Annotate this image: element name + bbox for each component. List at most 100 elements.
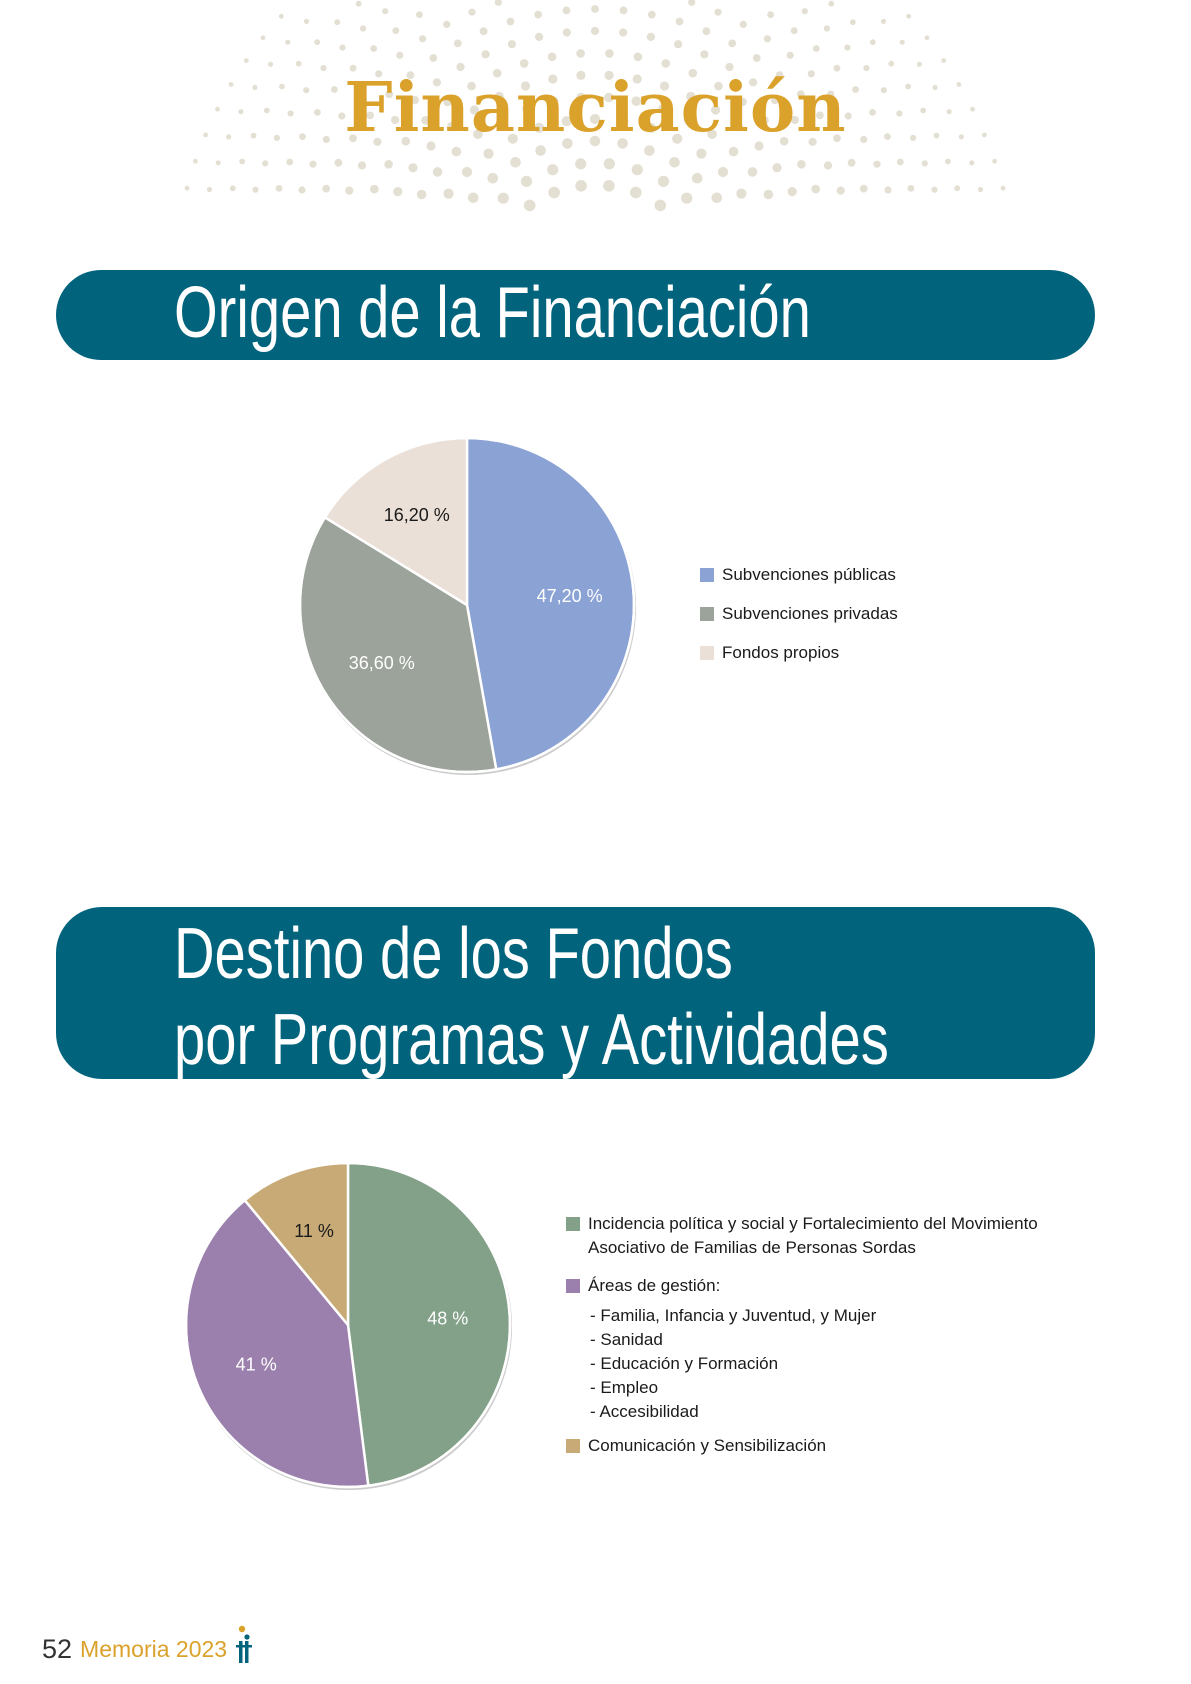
decorative-dot bbox=[675, 17, 684, 26]
decorative-dot bbox=[396, 51, 404, 59]
decorative-dot bbox=[631, 96, 642, 106]
decorative-dot bbox=[345, 186, 354, 195]
decorative-dot bbox=[884, 133, 891, 141]
decorative-dot bbox=[534, 122, 545, 133]
decorative-dot bbox=[659, 81, 670, 91]
legend-item-areas-gestion: Áreas de gestión: bbox=[566, 1274, 1096, 1298]
legend-swatch bbox=[700, 607, 714, 621]
decorative-dot bbox=[510, 157, 521, 168]
legend-swatch bbox=[700, 568, 714, 582]
legend-swatch bbox=[566, 1279, 580, 1293]
decorative-dot bbox=[688, 68, 698, 78]
decorative-dot bbox=[473, 129, 483, 139]
sublist-item: - Accesibilidad bbox=[590, 1402, 699, 1421]
decorative-dot bbox=[535, 32, 544, 42]
decorative-dot bbox=[479, 27, 488, 36]
decorative-dot bbox=[520, 175, 533, 187]
decorative-dot bbox=[469, 105, 479, 115]
decorative-dot bbox=[646, 32, 656, 42]
decorative-dot bbox=[203, 132, 209, 138]
sublist-item: - Familia, Infancia y Juventud, y Mujer bbox=[590, 1306, 877, 1325]
decorative-dot bbox=[752, 54, 761, 62]
decorative-dot bbox=[852, 86, 859, 93]
decorative-dot bbox=[461, 166, 473, 178]
decorative-dot bbox=[717, 166, 729, 178]
decorative-dot bbox=[880, 18, 887, 24]
decorative-dot bbox=[303, 18, 310, 24]
decorative-dot bbox=[331, 86, 338, 93]
decorative-dot bbox=[906, 13, 912, 19]
decorative-dot bbox=[268, 61, 274, 67]
decorative-dot bbox=[591, 5, 599, 13]
decorative-dot bbox=[576, 70, 586, 80]
decorative-dot bbox=[688, 0, 696, 6]
decorative-dot bbox=[808, 137, 817, 146]
decorative-dot bbox=[481, 50, 490, 59]
decorative-dot bbox=[787, 187, 797, 197]
decorative-dot bbox=[215, 106, 220, 112]
decorative-dot bbox=[226, 134, 232, 140]
sublist-item: - Empleo bbox=[590, 1378, 659, 1397]
decorative-dot bbox=[535, 145, 546, 156]
decorative-dot bbox=[992, 158, 997, 164]
decorative-dot bbox=[969, 160, 975, 166]
decorative-dot-pattern bbox=[184, 0, 1006, 212]
decorative-dot bbox=[944, 158, 951, 165]
decorative-dot bbox=[905, 83, 911, 90]
decorative-dot bbox=[548, 74, 558, 84]
decorative-dot bbox=[907, 185, 915, 192]
decorative-dot bbox=[279, 83, 285, 90]
decorative-dot bbox=[467, 192, 479, 204]
decorative-dot bbox=[314, 39, 321, 46]
decorative-dot bbox=[506, 17, 515, 26]
decorative-dot bbox=[273, 134, 280, 141]
decorative-dot bbox=[229, 185, 236, 192]
decorative-dot bbox=[548, 186, 560, 199]
decorative-dot bbox=[711, 105, 721, 115]
decorative-dot bbox=[562, 28, 572, 37]
decorative-dot bbox=[738, 97, 747, 107]
organization-logo-icon bbox=[236, 1625, 253, 1663]
decorative-dot bbox=[286, 158, 294, 166]
decorative-dot bbox=[844, 44, 851, 51]
decorative-dot bbox=[406, 71, 415, 79]
legend-label: Fondos propios bbox=[722, 643, 840, 662]
legend-item-comunicacion: Comunicación y Sensibilización bbox=[566, 1434, 1096, 1458]
pie-outline bbox=[184, 1161, 512, 1489]
decorative-dot bbox=[375, 70, 383, 78]
sublist-item: - Educación y Formación bbox=[590, 1354, 779, 1373]
publication-label: Memoria 2023 bbox=[80, 1636, 228, 1662]
decorative-dot bbox=[654, 199, 667, 212]
decorative-dot bbox=[522, 103, 532, 114]
decorative-dot bbox=[672, 133, 683, 144]
page-title: Financiación bbox=[344, 68, 847, 148]
decorative-dot bbox=[416, 11, 423, 19]
legend-swatch bbox=[700, 646, 714, 660]
decorative-dot bbox=[770, 96, 780, 105]
decorative-dot bbox=[575, 180, 587, 192]
decorative-dot bbox=[958, 134, 964, 140]
page-footer: 52 Memoria 2023 bbox=[42, 1625, 253, 1665]
decorative-dot bbox=[796, 90, 805, 99]
decorative-dot bbox=[467, 81, 476, 91]
decorative-dot bbox=[215, 160, 221, 166]
decorative-dot bbox=[419, 35, 427, 43]
decorative-dot bbox=[487, 172, 499, 184]
decorative-dot bbox=[849, 19, 856, 26]
decorative-dot bbox=[370, 184, 379, 194]
decorative-dot bbox=[823, 25, 831, 32]
decorative-dot bbox=[644, 145, 655, 156]
decorative-dot bbox=[349, 64, 357, 72]
decorative-dot bbox=[797, 160, 806, 169]
decorative-dot bbox=[828, 0, 835, 7]
decorative-dot bbox=[604, 70, 614, 80]
decorative-dot bbox=[683, 115, 694, 125]
decorative-dot bbox=[519, 59, 529, 68]
decorative-dot bbox=[384, 160, 393, 169]
decorative-dot bbox=[391, 115, 400, 125]
decorative-dot bbox=[674, 40, 683, 49]
decorative-dot bbox=[295, 60, 302, 67]
legend-item-fondos-propios: Fondos propios bbox=[700, 643, 898, 663]
decorative-dot bbox=[859, 184, 868, 193]
decorative-dot bbox=[443, 97, 452, 107]
